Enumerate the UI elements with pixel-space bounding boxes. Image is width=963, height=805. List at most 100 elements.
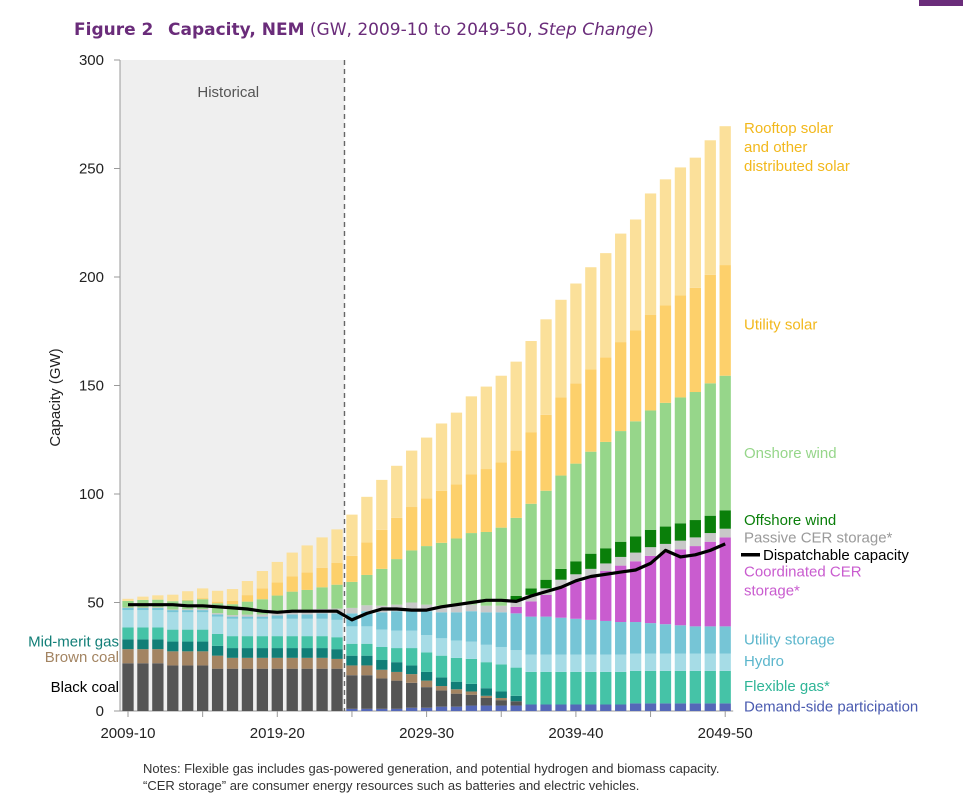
bar-flexible-gas	[286, 636, 298, 649]
bar-utility-solar	[271, 582, 283, 596]
bar-brown-coal	[346, 665, 358, 676]
bar-flexible-gas	[510, 667, 522, 696]
bar-passive-cer-storage	[167, 609, 179, 611]
bar-utility-solar	[182, 599, 194, 601]
bar-hydro	[406, 630, 418, 649]
bar-passive-cer-storage	[465, 604, 478, 612]
bar-hydro	[555, 654, 567, 672]
bar-utility-solar	[495, 462, 507, 528]
y-axis-label: Capacity (GW)	[47, 348, 64, 446]
bar-black-coal	[495, 700, 507, 706]
bar-utility-storage	[525, 616, 537, 655]
bar-black-coal	[286, 668, 298, 711]
bar-rooftop-solar-and-other-distributed-solar	[301, 545, 313, 573]
bar-onshore-wind	[659, 402, 672, 527]
bar-utility-solar	[197, 598, 209, 600]
bar-brown-coal	[480, 695, 492, 698]
bar-utility-storage	[137, 607, 149, 611]
bar-black-coal	[480, 697, 492, 706]
bar-demand-side-participation	[391, 708, 403, 711]
figure-main-title: Capacity, NEM	[168, 20, 305, 40]
bar-flexible-gas	[480, 662, 492, 689]
bar-utility-storage	[570, 618, 582, 655]
bar-hydro	[391, 630, 403, 649]
figure-notes: Notes: Flexible gas includes gas-powered…	[143, 760, 719, 794]
bar-utility-solar	[644, 314, 657, 411]
bar-utility-solar	[241, 595, 254, 602]
bar-demand-side-participation	[420, 707, 433, 711]
bar-flexible-gas	[420, 652, 433, 672]
bar-brown-coal	[376, 669, 388, 679]
bar-rooftop-solar-and-other-distributed-solar	[674, 167, 687, 296]
bar-hydro	[376, 629, 388, 647]
bar-utility-solar	[211, 601, 224, 604]
bar-black-coal	[435, 690, 448, 707]
bar-passive-cer-storage	[570, 574, 582, 582]
bar-demand-side-participation	[719, 703, 731, 711]
bar-onshore-wind	[570, 463, 582, 562]
bar-utility-storage	[152, 607, 164, 611]
bar-utility-storage	[600, 620, 612, 655]
bar-onshore-wind	[674, 397, 687, 524]
bar-passive-cer-storage	[346, 607, 358, 614]
bar-flexible-gas	[271, 636, 283, 649]
bar-black-coal	[465, 694, 478, 706]
bar-rooftop-solar-and-other-distributed-solar	[137, 596, 149, 600]
bar-hydro	[211, 616, 224, 634]
bar-onshore-wind	[376, 568, 388, 606]
bar-mid-merit-gas	[301, 648, 313, 658]
bar-coordinated-cer-storage	[629, 561, 642, 623]
bar-utility-storage	[704, 626, 716, 654]
bar-onshore-wind	[525, 503, 537, 589]
bar-demand-side-participation	[525, 704, 537, 711]
bar-brown-coal	[435, 686, 448, 691]
bar-mid-merit-gas	[167, 641, 179, 652]
bar-hydro	[361, 626, 373, 644]
bar-mid-merit-gas	[510, 695, 522, 702]
bar-passive-cer-storage	[659, 543, 672, 553]
bar-coordinated-cer-storage	[570, 581, 582, 619]
bar-onshore-wind	[435, 542, 448, 606]
bar-rooftop-solar-and-other-distributed-solar	[226, 589, 239, 601]
bar-rooftop-solar-and-other-distributed-solar	[122, 598, 134, 601]
bar-hydro	[286, 618, 298, 637]
bar-utility-storage	[510, 613, 522, 651]
bar-black-coal	[182, 665, 194, 711]
bar-rooftop-solar-and-other-distributed-solar	[182, 591, 194, 600]
bar-passive-cer-storage	[152, 607, 164, 608]
bar-brown-coal	[122, 649, 134, 664]
notes-line-1: Notes: Flexible gas includes gas-powered…	[143, 761, 720, 776]
bar-black-coal	[316, 668, 328, 711]
bar-utility-storage	[480, 612, 492, 645]
bar-demand-side-participation	[406, 707, 418, 711]
bar-onshore-wind	[361, 574, 373, 606]
bar-demand-side-participation	[674, 703, 687, 711]
bar-passive-cer-storage	[137, 607, 149, 608]
bar-mid-merit-gas	[226, 648, 239, 658]
y-tick-label: 300	[79, 52, 104, 69]
bar-brown-coal	[167, 651, 179, 666]
y-tick-label: 0	[96, 703, 104, 720]
bar-utility-solar	[316, 567, 328, 588]
bar-flexible-gas	[495, 664, 507, 692]
corner-tab	[919, 0, 963, 6]
bar-rooftop-solar-and-other-distributed-solar	[540, 319, 552, 415]
bar-passive-cer-storage	[615, 556, 627, 566]
bar-utility-storage	[689, 626, 701, 654]
bar-utility-storage	[182, 610, 194, 613]
bar-hydro	[615, 654, 627, 672]
bar-utility-storage	[361, 611, 373, 627]
bar-onshore-wind	[301, 589, 313, 611]
bar-passive-cer-storage	[271, 612, 283, 616]
bar-black-coal	[256, 668, 269, 711]
bar-rooftop-solar-and-other-distributed-solar	[689, 157, 701, 288]
bar-mid-merit-gas	[241, 648, 254, 658]
bar-hydro	[420, 635, 433, 653]
bar-onshore-wind	[540, 490, 552, 580]
bar-hydro	[137, 610, 149, 628]
bar-brown-coal	[152, 649, 164, 664]
bar-black-coal	[346, 675, 358, 709]
bar-flexible-gas	[376, 646, 388, 661]
legend-label-passive-cer-storage: Passive CER storage*	[744, 529, 893, 546]
y-tick-label: 200	[79, 269, 104, 286]
